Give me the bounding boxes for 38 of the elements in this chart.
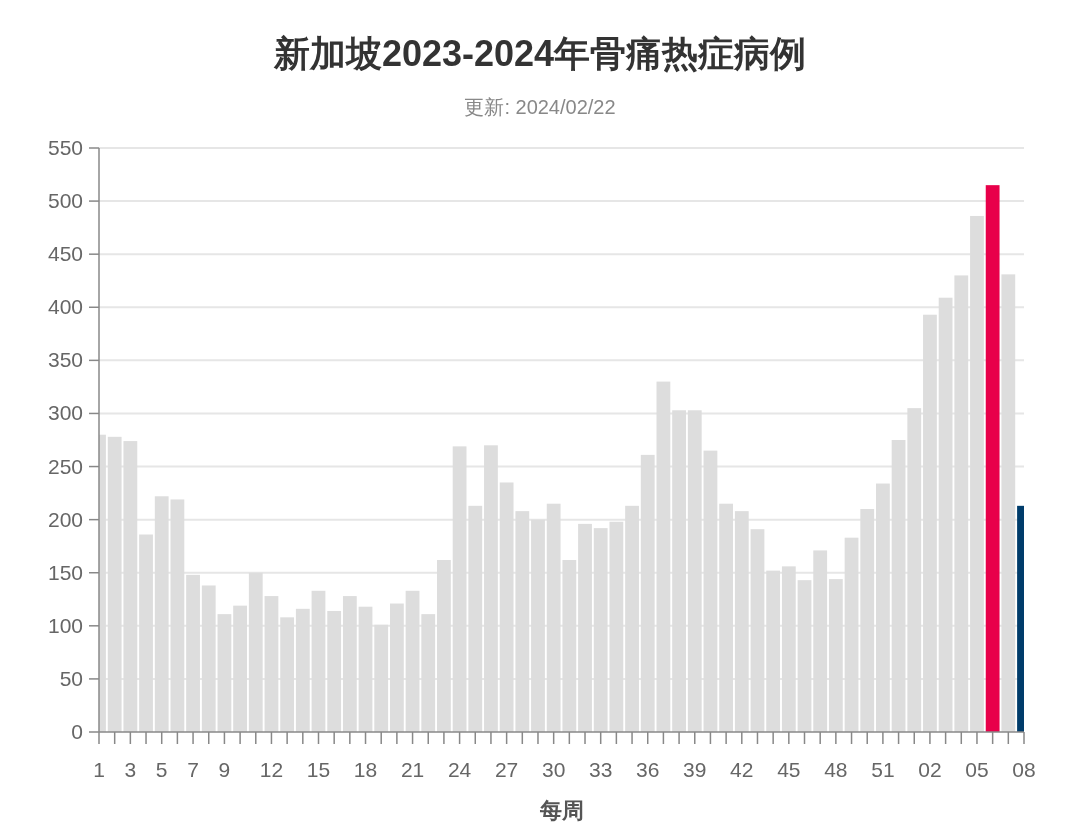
- chart-subtitle: 更新: 2024/02/22: [464, 96, 616, 118]
- x-tick-label: 18: [353, 758, 378, 781]
- y-tick-label: 500: [47, 189, 83, 213]
- y-tick-label: 300: [47, 401, 83, 425]
- x-tick-label: 12: [259, 758, 284, 781]
- x-tick-label: 27: [494, 758, 519, 781]
- x-axis-title: 每周: [538, 798, 584, 823]
- x-tick-label: 39: [683, 758, 707, 781]
- y-tick-label: 450: [47, 242, 83, 266]
- x-tick-label: 45: [777, 758, 801, 781]
- x-tick-label: 21: [400, 758, 425, 781]
- y-tick-label: 550: [47, 136, 83, 159]
- y-tick-label: 50: [59, 666, 83, 690]
- y-tick-label: 0: [71, 720, 83, 743]
- chart-title: 新加坡2023-2024年骨痛热症病例: [272, 33, 807, 74]
- bar: [985, 185, 1000, 732]
- x-tick-label: 3: [124, 758, 137, 781]
- x-tick-label: 51: [871, 758, 895, 781]
- x-tick-label: 30: [541, 758, 566, 781]
- y-tick-label: 150: [47, 560, 83, 584]
- x-tick-label: 5: [155, 758, 168, 781]
- x-tick-label: 33: [589, 758, 613, 781]
- x-tick-label: 9: [218, 758, 231, 781]
- x-tick-label: 48: [824, 758, 848, 781]
- x-tick-label: 15: [306, 758, 331, 781]
- y-tick-label: 400: [47, 295, 83, 319]
- y-tick-label: 250: [47, 454, 83, 478]
- y-tick-label: 200: [47, 507, 83, 531]
- y-tick-label: 100: [47, 613, 83, 637]
- x-tick-label: 24: [447, 758, 472, 781]
- x-tick-label: 05: [965, 758, 989, 781]
- x-tick-label: 08: [1012, 758, 1036, 781]
- y-tick-label: 350: [47, 348, 83, 372]
- x-tick-label: 1: [93, 758, 105, 781]
- x-tick-label: 36: [636, 758, 660, 781]
- x-tick-label: 02: [918, 758, 942, 781]
- x-tick-label: 7: [187, 758, 199, 781]
- x-tick-label: 42: [730, 758, 754, 781]
